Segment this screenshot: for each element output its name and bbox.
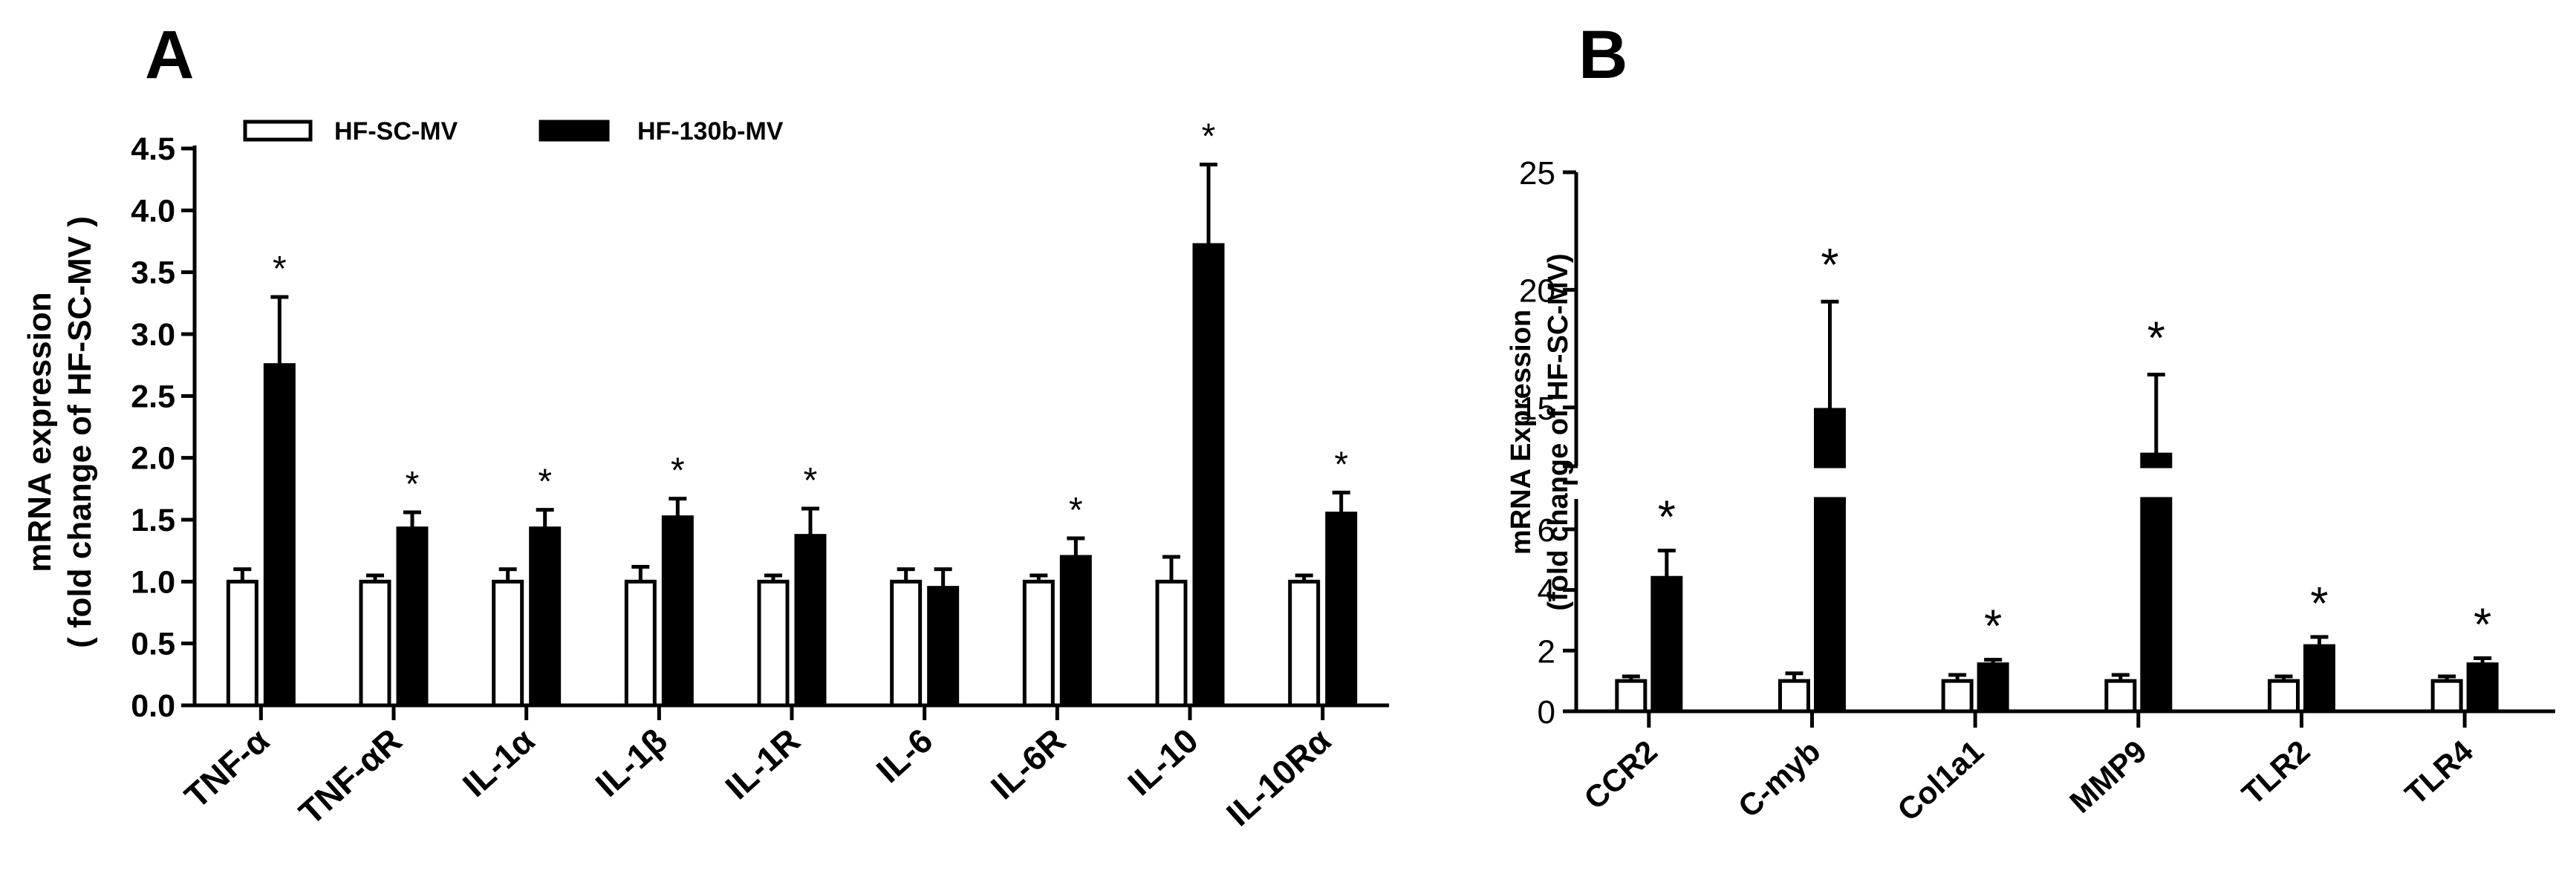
bar-hf-130b-mv xyxy=(263,363,296,708)
bar-control xyxy=(1615,679,1648,714)
y-tick-label: 0.5 xyxy=(131,627,175,662)
bar-treated-upper-segment xyxy=(2140,452,2173,469)
significance-marker: * xyxy=(1821,240,1838,291)
bar-treated xyxy=(1650,575,1683,714)
bar-control xyxy=(2104,679,2137,714)
bar-control xyxy=(1778,679,1810,714)
y-tick-label: 3.5 xyxy=(131,255,175,291)
y-tick-label: 4.0 xyxy=(131,193,175,229)
bar-control xyxy=(2268,679,2300,714)
bar-hf-130b-mv xyxy=(1059,555,1092,708)
y-tick-label: 20 xyxy=(1519,272,1555,309)
panel-b-ylabel-line2: (fold change of HF-SC-MV) xyxy=(1543,253,1574,610)
y-tick-label: 0.0 xyxy=(131,688,175,724)
y-tick-label: 4.5 xyxy=(131,131,175,167)
legend-swatch-hf-sc-mv xyxy=(243,120,313,142)
bar-control xyxy=(2430,679,2463,714)
significance-marker: * xyxy=(1202,117,1216,157)
x-tick-label: Col1a1 xyxy=(1890,734,1990,828)
significance-marker: * xyxy=(538,463,552,502)
bar-hf-130b-mv xyxy=(1325,512,1358,708)
bar-treated-upper-segment xyxy=(1814,408,1846,469)
bar-hf-sc-mv xyxy=(624,579,657,708)
significance-marker: * xyxy=(1069,491,1083,530)
x-tick-label: IL-10 xyxy=(1120,721,1206,803)
significance-marker: * xyxy=(1334,445,1348,484)
y-tick-label: 1.0 xyxy=(131,564,175,600)
bar-hf-130b-mv xyxy=(927,586,960,708)
significance-marker: * xyxy=(273,249,287,289)
panel-a-ylabel-line1: mRNA expression xyxy=(22,292,58,572)
bar-treated xyxy=(2303,644,2335,714)
x-tick-label: TLR2 xyxy=(2235,734,2316,812)
y-tick-label: 2 xyxy=(1538,633,1555,670)
bar-treated-lower-segment xyxy=(1814,497,1846,714)
panel-a-letter: A xyxy=(145,17,194,93)
bar-control xyxy=(1941,679,1974,714)
legend-label-hf-130b-mv: HF-130b-MV xyxy=(637,117,784,146)
bar-hf-130b-mv xyxy=(529,526,562,708)
y-tick-label: 3.0 xyxy=(131,317,175,353)
bar-treated-lower-segment xyxy=(2140,497,2173,714)
x-tick-label: IL-10Rα xyxy=(1219,721,1338,834)
x-tick-label: IL-6 xyxy=(869,721,940,790)
bar-hf-sc-mv xyxy=(1155,579,1188,708)
panel-b-letter: B xyxy=(1578,17,1627,93)
bar-hf-sc-mv xyxy=(1022,579,1055,708)
x-tick-label: MMP9 xyxy=(2063,734,2153,820)
y-tick-label: 4 xyxy=(1538,573,1555,610)
bar-hf-130b-mv xyxy=(1192,243,1225,708)
bar-hf-sc-mv xyxy=(492,579,524,708)
x-tick-label: IL-6R xyxy=(983,721,1073,807)
chart-a: 0.0 0.5 1.0 1.5 2.0 2.5 3.0 3.5 4.0 4.5 TNF-α * TNF-… xyxy=(131,117,1389,834)
x-tick-label: TLR4 xyxy=(2398,733,2480,812)
significance-marker: * xyxy=(2147,313,2165,364)
bar-treated xyxy=(1977,662,2009,714)
y-tick-label: 2.0 xyxy=(131,441,175,477)
x-tick-label: TNF-αR xyxy=(291,721,409,832)
significance-marker: * xyxy=(1658,492,1676,543)
significance-marker: * xyxy=(2310,578,2328,630)
y-tick-label: 0 xyxy=(1538,694,1555,731)
significance-marker: * xyxy=(406,465,420,504)
y-tick-label: 15 xyxy=(1519,391,1555,427)
x-tick-label: TNF-α xyxy=(177,721,276,816)
x-tick-label: CCR2 xyxy=(1577,734,1663,816)
y-tick-label: 6 xyxy=(1538,512,1555,549)
significance-marker: * xyxy=(804,461,818,500)
significance-marker: * xyxy=(671,451,685,491)
y-tick-label: 1.5 xyxy=(131,503,175,538)
x-tick-label: IL-1α xyxy=(455,721,542,804)
panel-a-ylabel-line2: ( fold change of HF-SC-MV ) xyxy=(62,216,98,648)
y-tick-label: 2.5 xyxy=(131,379,175,414)
chart-b: 0 2 4 6 15 20 25 CCR2 * C-myb * Col1a1 * MMP9 * TLR2 * TL… xyxy=(1519,155,2555,828)
significance-marker: * xyxy=(2473,600,2491,651)
x-tick-label: C-myb xyxy=(1731,734,1827,824)
bar-hf-sc-mv xyxy=(757,579,790,708)
bar-hf-sc-mv xyxy=(226,579,258,708)
panel-a-legend: HF-SC-MV HF-130b-MV xyxy=(243,117,784,146)
panel-b-ylabel-line1: mRNA Expression xyxy=(1506,310,1537,555)
bar-hf-130b-mv xyxy=(794,534,827,708)
x-tick-label: IL-1β xyxy=(588,721,674,804)
bar-treated xyxy=(2466,662,2499,714)
bar-hf-130b-mv xyxy=(661,515,694,708)
bar-hf-130b-mv xyxy=(396,526,429,708)
legend-swatch-hf-130b-mv xyxy=(539,120,610,142)
bar-hf-sc-mv xyxy=(890,579,923,708)
bar-hf-sc-mv xyxy=(359,579,391,708)
x-tick-label: IL-1R xyxy=(718,721,807,807)
y-tick-label: 25 xyxy=(1519,155,1555,192)
significance-marker: * xyxy=(1984,601,2002,653)
bar-hf-sc-mv xyxy=(1288,579,1321,708)
legend-label-hf-sc-mv: HF-SC-MV xyxy=(334,117,458,146)
